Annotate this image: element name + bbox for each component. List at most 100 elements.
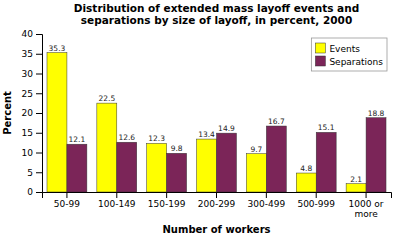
- y-tick-label: 10: [22, 148, 34, 158]
- bar: [47, 53, 67, 192]
- bar: [97, 103, 117, 192]
- bar: [316, 132, 336, 192]
- y-tick: 35: [22, 49, 42, 59]
- x-tick-label-line: 300-499: [248, 199, 286, 209]
- y-tick: 10: [22, 148, 42, 158]
- data-label: 14.9: [218, 124, 235, 133]
- x-tick-label-line: 50-99: [54, 199, 80, 209]
- data-label: 9.7: [250, 145, 262, 154]
- y-tick: 40: [22, 29, 42, 39]
- bar: [346, 184, 366, 192]
- x-tick-label-line: 200-299: [198, 199, 236, 209]
- y-tick-mark: [36, 93, 42, 94]
- legend-swatch: [315, 43, 325, 53]
- title-line: separations by size of layoff, in percen…: [81, 14, 352, 26]
- title-line: Distribution of extended mass layoff eve…: [74, 2, 359, 14]
- bar: [296, 173, 316, 192]
- y-tick-mark: [36, 153, 42, 154]
- bars: [47, 53, 386, 192]
- bar: [67, 144, 87, 192]
- x-tick-label-line: 100-149: [98, 199, 136, 209]
- x-tick-mark: [66, 192, 67, 198]
- data-labels: 35.322.512.313.49.74.82.112.112.69.814.9…: [49, 44, 385, 184]
- legend-label: Separations: [329, 57, 383, 67]
- x-tick-label: 50-99: [54, 199, 80, 209]
- y-tick-mark: [36, 54, 42, 55]
- data-label: 18.8: [368, 109, 385, 118]
- x-tick-mark: [316, 192, 317, 198]
- x-tick-label-line: 500-999: [297, 199, 335, 209]
- x-tick-label: 200-299: [198, 199, 236, 209]
- x-tick-mark: [366, 192, 367, 198]
- bar: [266, 126, 286, 192]
- y-tick-mark: [36, 172, 42, 173]
- chart-container: 35.322.512.313.49.74.82.112.112.69.814.9…: [0, 0, 401, 238]
- y-tick-label: 30: [22, 69, 34, 79]
- bar: [197, 139, 217, 192]
- x-tick-mark: [266, 192, 267, 198]
- x-tick-label-line: more: [354, 209, 378, 219]
- y-tick-label: 35: [22, 49, 33, 59]
- x-axis: 50-99 100-149 150-199 200-299 300-499 500-999…: [43, 192, 392, 219]
- y-tick-mark: [36, 192, 42, 193]
- bar: [366, 118, 386, 192]
- data-label: 12.1: [69, 135, 86, 144]
- x-tick: 500-999: [297, 192, 335, 209]
- bar: [117, 142, 137, 192]
- x-tick: 50-99: [54, 192, 80, 209]
- y-tick: 15: [22, 128, 42, 138]
- data-label: 12.6: [118, 133, 135, 142]
- bar: [147, 143, 167, 192]
- x-axis-line: [43, 193, 392, 199]
- x-tick-mark: [116, 192, 117, 198]
- x-tick-label: 100-149: [98, 199, 136, 209]
- data-label: 2.1: [350, 175, 362, 184]
- y-tick-label: 40: [22, 29, 34, 39]
- x-axis-title: Number of workers: [162, 224, 270, 235]
- y-tick-label: 20: [22, 108, 34, 118]
- x-tick-label: 300-499: [248, 199, 286, 209]
- legend: Events Separations: [311, 38, 387, 71]
- x-tick-label-line: 1000 or: [349, 199, 384, 209]
- y-tick-mark: [36, 113, 42, 114]
- legend-swatch: [315, 56, 325, 66]
- y-tick: 25: [22, 89, 42, 99]
- data-label: 15.1: [318, 123, 335, 132]
- y-tick: 5: [27, 168, 42, 178]
- y-tick-label: 25: [22, 89, 33, 99]
- bar: [246, 154, 266, 192]
- x-tick: 200-299: [198, 192, 236, 209]
- y-tick-label: 5: [27, 168, 33, 178]
- x-tick: 1000 ormore: [349, 192, 384, 219]
- y-tick-mark: [36, 74, 42, 75]
- x-tick-label-line: 150-199: [148, 199, 186, 209]
- y-tick: 30: [22, 69, 42, 79]
- y-axis-line: [36, 35, 43, 193]
- x-tick-mark: [216, 192, 217, 198]
- bar: [167, 153, 187, 192]
- data-label: 4.8: [300, 164, 312, 173]
- y-tick-mark: [36, 34, 42, 35]
- data-label: 22.5: [98, 94, 115, 103]
- y-tick-label: 15: [22, 128, 33, 138]
- data-label: 9.8: [171, 144, 183, 153]
- title: Distribution of extended mass layoff eve…: [74, 2, 359, 26]
- y-tick-mark: [36, 133, 42, 134]
- x-tick: 300-499: [248, 192, 286, 209]
- legend-frame: [311, 38, 387, 71]
- x-tick: 150-199: [148, 192, 186, 209]
- chart-svg: 35.322.512.313.49.74.82.112.112.69.814.9…: [0, 0, 401, 238]
- x-tick-label: 150-199: [148, 199, 186, 209]
- y-tick-label: 0: [27, 187, 33, 197]
- data-label: 13.4: [198, 130, 215, 139]
- x-tick-label: 500-999: [297, 199, 335, 209]
- legend-label: Events: [329, 44, 360, 54]
- y-tick: 20: [22, 108, 42, 118]
- data-label: 35.3: [49, 44, 66, 53]
- bar: [217, 133, 237, 192]
- x-tick-label: 1000 ormore: [349, 199, 384, 219]
- data-label: 16.7: [268, 117, 285, 126]
- y-tick: 0: [27, 187, 42, 197]
- y-axis-title: Percent: [2, 91, 13, 135]
- x-tick: 100-149: [98, 192, 136, 209]
